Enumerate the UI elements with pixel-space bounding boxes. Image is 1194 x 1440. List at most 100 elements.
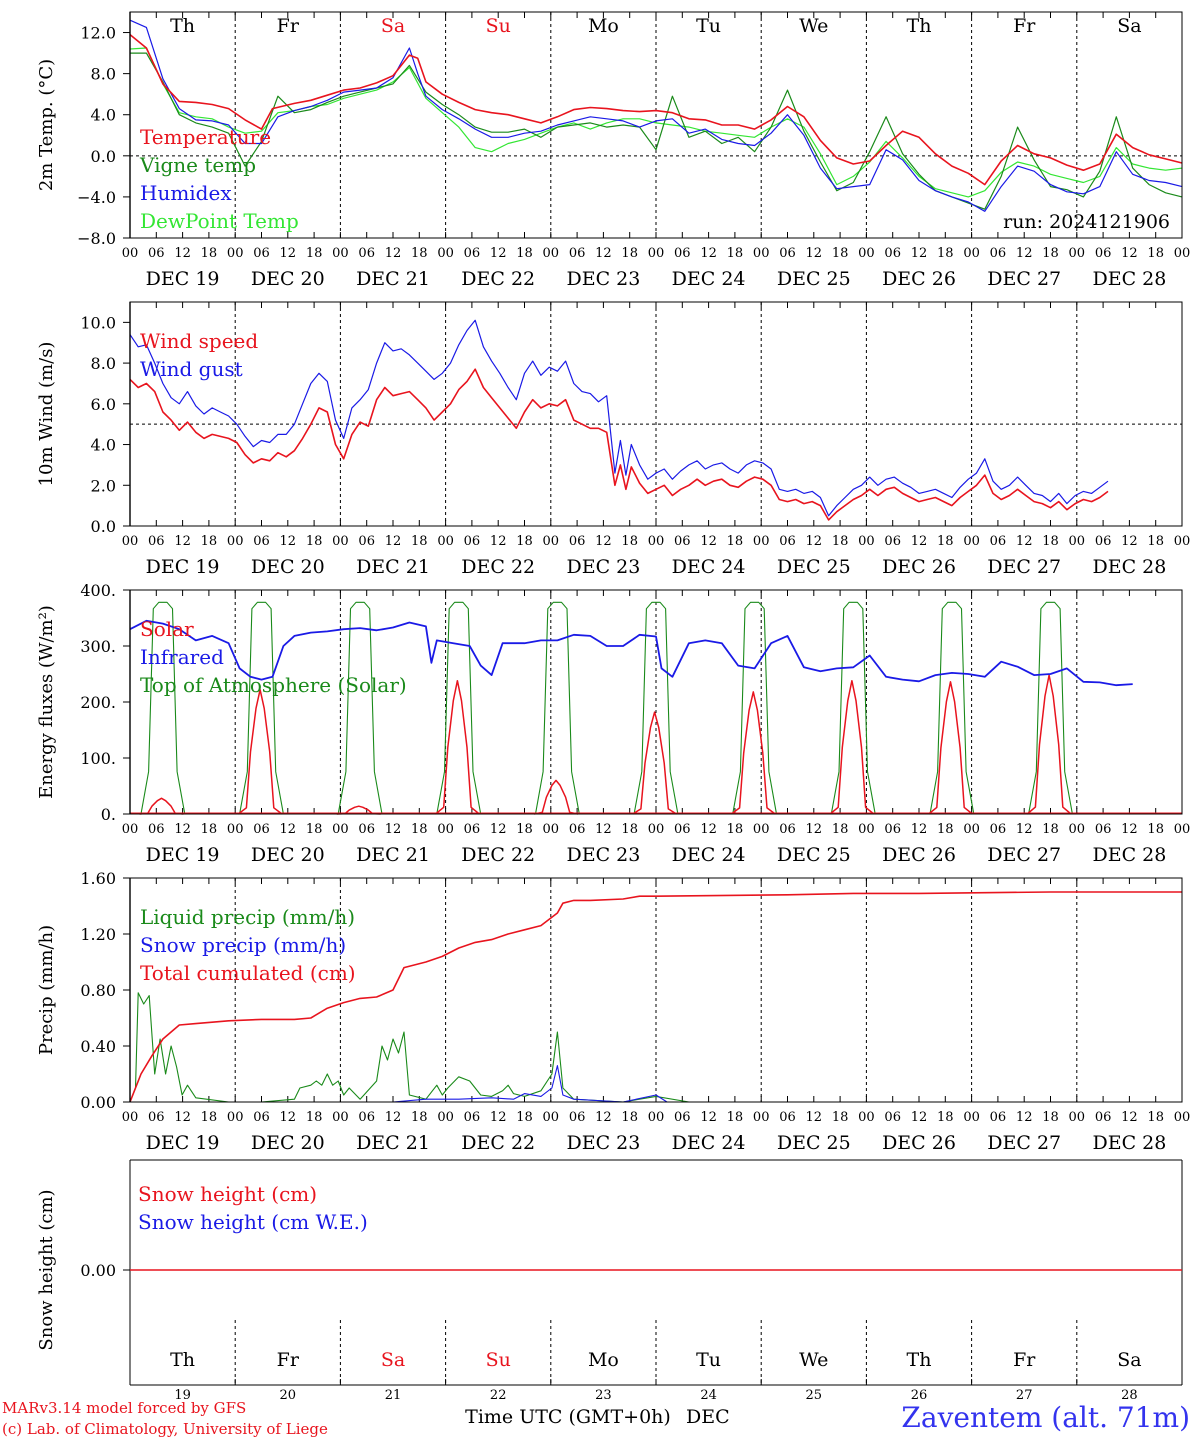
- hour-tick-label: 00: [437, 1110, 454, 1125]
- date-label: DEC 22: [461, 1132, 535, 1154]
- y-tick-label: 4.0: [91, 106, 116, 125]
- date-label: DEC 27: [987, 556, 1061, 578]
- legend-entry: Snow precip (mm/h): [140, 933, 346, 957]
- weekday-label: Fr: [1013, 15, 1036, 37]
- hour-tick-label: 12: [700, 246, 717, 261]
- y-tick-label: −4.0: [77, 188, 116, 207]
- hour-tick-label: 00: [122, 1110, 139, 1125]
- weekday-label: Sa: [1117, 1349, 1141, 1371]
- hour-tick-label: 18: [1147, 246, 1164, 261]
- date-label: DEC 26: [882, 268, 956, 290]
- date-label: DEC 24: [672, 268, 746, 290]
- hour-tick-label: 12: [806, 534, 823, 549]
- y-axis-label: Precip (mm/h): [36, 925, 57, 1055]
- hour-tick-label: 06: [358, 534, 375, 549]
- hour-tick-label: 12: [280, 246, 297, 261]
- day-number-label: 20: [280, 1388, 297, 1403]
- hour-tick-label: 12: [490, 1110, 507, 1125]
- hour-tick-label: 18: [201, 1110, 218, 1125]
- hour-tick-label: 00: [227, 246, 244, 261]
- hour-tick-label: 06: [1095, 1110, 1112, 1125]
- date-label: DEC 25: [777, 556, 851, 578]
- hour-tick-label: 00: [543, 1110, 560, 1125]
- hour-tick-label: 00: [648, 822, 665, 837]
- hour-tick-label: 00: [1174, 1110, 1191, 1125]
- hour-tick-label: 12: [174, 822, 191, 837]
- weekday-label: Fr: [277, 15, 300, 37]
- weekday-label: We: [799, 1349, 828, 1371]
- y-tick-label: 4.0: [91, 436, 116, 455]
- plot-frame: [129, 589, 1183, 815]
- toa-solar-line: [1028, 601, 1073, 815]
- hour-tick-label: 00: [963, 246, 980, 261]
- y-tick-label: 0.80: [80, 981, 116, 1000]
- y-tick-label: 8.0: [91, 65, 116, 84]
- hour-tick-label: 12: [174, 246, 191, 261]
- weekday-label: Fr: [277, 1349, 300, 1371]
- hour-tick-label: 18: [621, 246, 638, 261]
- date-label: DEC 19: [146, 1132, 220, 1154]
- hour-tick-label: 00: [437, 822, 454, 837]
- hour-tick-label: 00: [437, 534, 454, 549]
- hour-tick-label: 06: [253, 1110, 270, 1125]
- date-label: DEC 28: [1092, 268, 1166, 290]
- weekday-label: Tu: [696, 1349, 721, 1371]
- legend-entry: Vigne temp: [139, 153, 256, 177]
- temperature-panel: 12.0 8.0 4.0 0.0 −4.0 −8.0 2m Temp. (°C) Th Fr Sa…: [36, 11, 1190, 290]
- hour-tick-label: 00: [1069, 822, 1086, 837]
- hour-tick-label: 18: [1042, 1110, 1059, 1125]
- date-label: DEC 22: [461, 556, 535, 578]
- hour-tick-label: 18: [937, 534, 954, 549]
- y-axis-label: 10m Wind (m/s): [36, 342, 57, 487]
- hour-tick-label: 06: [674, 1110, 691, 1125]
- hour-tick-label: 00: [227, 1110, 244, 1125]
- toa-solar-line: [436, 601, 482, 815]
- hour-tick-label: 06: [358, 822, 375, 837]
- hour-tick-label: 18: [306, 246, 323, 261]
- hour-tick-label: 06: [990, 246, 1007, 261]
- date-label: DEC 26: [882, 556, 956, 578]
- weekday-label: Th: [170, 15, 195, 37]
- toa-solar-line: [633, 601, 679, 815]
- hour-tick-label: 12: [385, 822, 402, 837]
- infrared-line: [129, 619, 1133, 687]
- date-label: DEC 22: [461, 844, 535, 866]
- hour-tick-label: 18: [306, 534, 323, 549]
- solar-line: [632, 711, 677, 815]
- hour-tick-label: 00: [648, 246, 665, 261]
- hour-tick-label: 06: [569, 246, 586, 261]
- weekday-label: Sa: [381, 1349, 405, 1371]
- hour-tick-label: 12: [806, 822, 823, 837]
- hour-tick-label: 00: [648, 534, 665, 549]
- hour-tick-label: 00: [1069, 246, 1086, 261]
- wind-panel: 10.0 8.0 6.0 4.0 2.0 0.0 10m Wind (m/s) Wind sp…: [36, 301, 1190, 578]
- date-label: DEC 27: [987, 1132, 1061, 1154]
- hour-tick-label: 18: [1042, 822, 1059, 837]
- hour-tick-label: 00: [227, 822, 244, 837]
- hour-tick-label: 06: [674, 246, 691, 261]
- hour-tick-label: 18: [411, 246, 428, 261]
- hour-tick-label: 00: [963, 534, 980, 549]
- hour-tick-label: 00: [753, 1110, 770, 1125]
- y-tick-label: 0.: [101, 805, 116, 824]
- hour-tick-label: 00: [753, 822, 770, 837]
- date-label: DEC 25: [777, 1132, 851, 1154]
- hour-tick-label: 18: [306, 822, 323, 837]
- weekday-label: We: [799, 15, 828, 37]
- hour-tick-label: 00: [122, 534, 139, 549]
- y-tick-label: 0.40: [80, 1037, 116, 1056]
- hour-tick-label: 00: [122, 822, 139, 837]
- date-label: DEC 21: [356, 556, 430, 578]
- hour-tick-label: 06: [569, 1110, 586, 1125]
- temp-series-line: [129, 19, 1183, 212]
- hour-tick-label: 12: [385, 1110, 402, 1125]
- hour-tick-label: 18: [727, 246, 744, 261]
- date-label: DEC 25: [777, 268, 851, 290]
- hour-tick-label: 00: [963, 822, 980, 837]
- weekday-label: Mo: [588, 15, 619, 37]
- hour-tick-label: 00: [753, 534, 770, 549]
- hour-tick-label: 12: [806, 246, 823, 261]
- hour-tick-label: 18: [201, 534, 218, 549]
- hour-tick-label: 18: [1147, 822, 1164, 837]
- hour-tick-label: 18: [306, 1110, 323, 1125]
